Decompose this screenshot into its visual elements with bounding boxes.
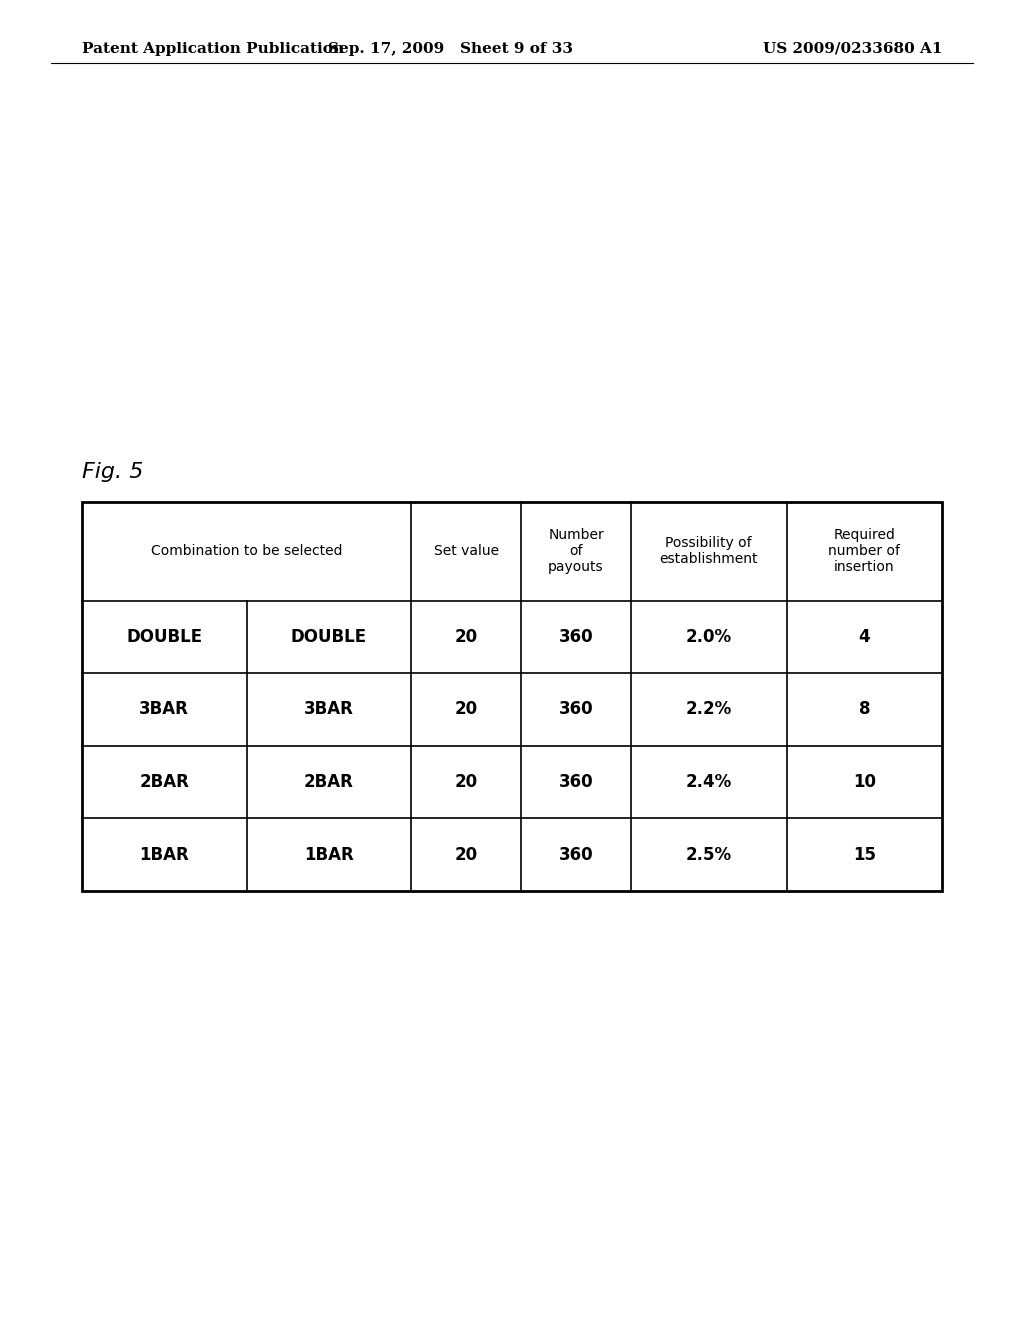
Text: 360: 360 (559, 701, 593, 718)
Bar (82, 502, 942, 891)
Text: 20: 20 (455, 701, 478, 718)
Text: Sep. 17, 2009   Sheet 9 of 33: Sep. 17, 2009 Sheet 9 of 33 (328, 42, 573, 55)
Text: 360: 360 (559, 774, 593, 791)
Text: 8: 8 (858, 701, 870, 718)
Text: 20: 20 (455, 774, 478, 791)
Text: Possibility of
establishment: Possibility of establishment (659, 536, 758, 566)
Text: Set value: Set value (434, 544, 499, 558)
Text: 1BAR: 1BAR (139, 846, 189, 863)
Text: 360: 360 (559, 846, 593, 863)
Text: 360: 360 (559, 628, 593, 645)
Text: 2.0%: 2.0% (686, 628, 732, 645)
Text: 20: 20 (455, 628, 478, 645)
Text: Fig. 5: Fig. 5 (82, 462, 143, 482)
Text: Patent Application Publication: Patent Application Publication (82, 42, 344, 55)
Text: Combination to be selected: Combination to be selected (151, 544, 342, 558)
Text: Number
of
payouts: Number of payouts (548, 528, 604, 574)
Text: 2.4%: 2.4% (686, 774, 732, 791)
Text: 2BAR: 2BAR (304, 774, 354, 791)
Text: 2.5%: 2.5% (686, 846, 732, 863)
Text: 4: 4 (858, 628, 870, 645)
Text: 10: 10 (853, 774, 876, 791)
Text: DOUBLE: DOUBLE (126, 628, 203, 645)
Text: DOUBLE: DOUBLE (291, 628, 367, 645)
Text: 3BAR: 3BAR (304, 701, 354, 718)
Text: US 2009/0233680 A1: US 2009/0233680 A1 (763, 42, 942, 55)
Text: 2BAR: 2BAR (139, 774, 189, 791)
Text: 3BAR: 3BAR (139, 701, 189, 718)
Text: 2.2%: 2.2% (686, 701, 732, 718)
Text: 20: 20 (455, 846, 478, 863)
Text: Required
number of
insertion: Required number of insertion (828, 528, 900, 574)
Text: 1BAR: 1BAR (304, 846, 354, 863)
Text: 15: 15 (853, 846, 876, 863)
